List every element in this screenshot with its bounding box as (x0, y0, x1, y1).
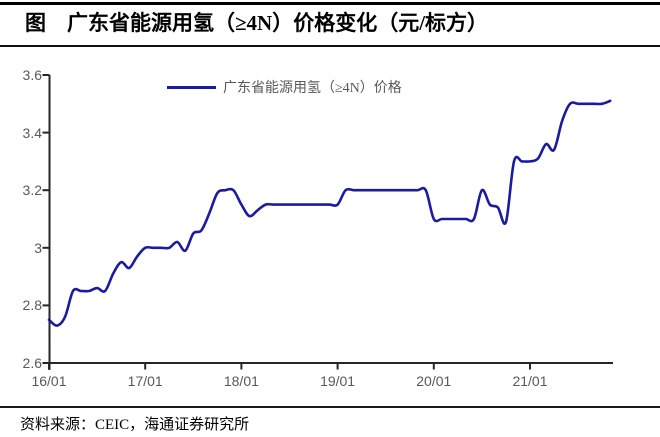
y-axis-tick-label: 2.8 (22, 297, 42, 314)
x-axis-tick-label: 20/01 (416, 373, 452, 389)
source-note: 资料来源：CEIC，海通证券研究所 (20, 417, 250, 433)
y-axis-tick-label: 2.6 (22, 355, 42, 371)
footer-rule (0, 406, 660, 408)
top-border-rule (0, 2, 660, 5)
figure-title: 图 广东省能源用氢（≥4N）价格变化（元/标方） (25, 11, 489, 35)
x-axis-tick-label: 19/01 (320, 373, 356, 389)
price-series-line (47, 99, 612, 327)
x-axis-tick-label: 17/01 (127, 373, 163, 389)
legend-label: 广东省能源用氢（≥4N）价格 (223, 81, 402, 96)
title-underline-rule (0, 45, 660, 47)
y-axis-tick-label: 3.2 (22, 182, 42, 199)
legend-line-swatch (167, 85, 216, 89)
x-axis-tick-label: 21/01 (512, 373, 548, 389)
y-axis-tick-label: 3 (34, 239, 42, 256)
y-axis-tick-label: 3.6 (22, 67, 42, 83)
x-axis-tick-label: 18/01 (223, 373, 259, 389)
chart-legend: 广东省能源用氢（≥4N）价格 (167, 78, 402, 96)
y-axis-tick-label: 3.4 (22, 124, 42, 141)
x-axis-tick-label: 16/01 (31, 373, 67, 389)
